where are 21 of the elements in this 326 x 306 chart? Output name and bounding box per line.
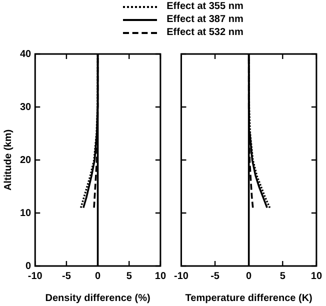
x-tick-label: 5	[280, 270, 286, 282]
y-tick-label: 30	[20, 102, 32, 113]
legend-label: Effect at 532 nm	[166, 27, 244, 38]
y-tick-label: 40	[20, 48, 32, 60]
x-tick-label: 10	[154, 270, 166, 282]
x-tick-label: 0	[95, 270, 101, 282]
x-tick-label: 5	[126, 270, 132, 282]
legend-label: Effect at 387 nm	[166, 14, 244, 25]
y-tick-label: 20	[20, 154, 32, 166]
x-tick-label: 10	[310, 270, 322, 282]
x-tick-label: 0	[246, 270, 252, 282]
x-tick-label: -10	[28, 270, 43, 282]
legend-label: Effect at 355 nm	[166, 1, 244, 12]
x-axis-title: Density difference (%)	[45, 292, 150, 304]
y-axis-title: Altitude (km)	[2, 129, 14, 191]
x-tick-label: -5	[210, 270, 220, 282]
x-tick-label: -10	[174, 270, 189, 282]
y-tick-label: 10	[20, 208, 32, 219]
x-tick-label: -5	[62, 270, 72, 282]
y-tick-label: 0	[26, 260, 32, 272]
x-axis-title: Temperature difference (K)	[185, 292, 312, 304]
